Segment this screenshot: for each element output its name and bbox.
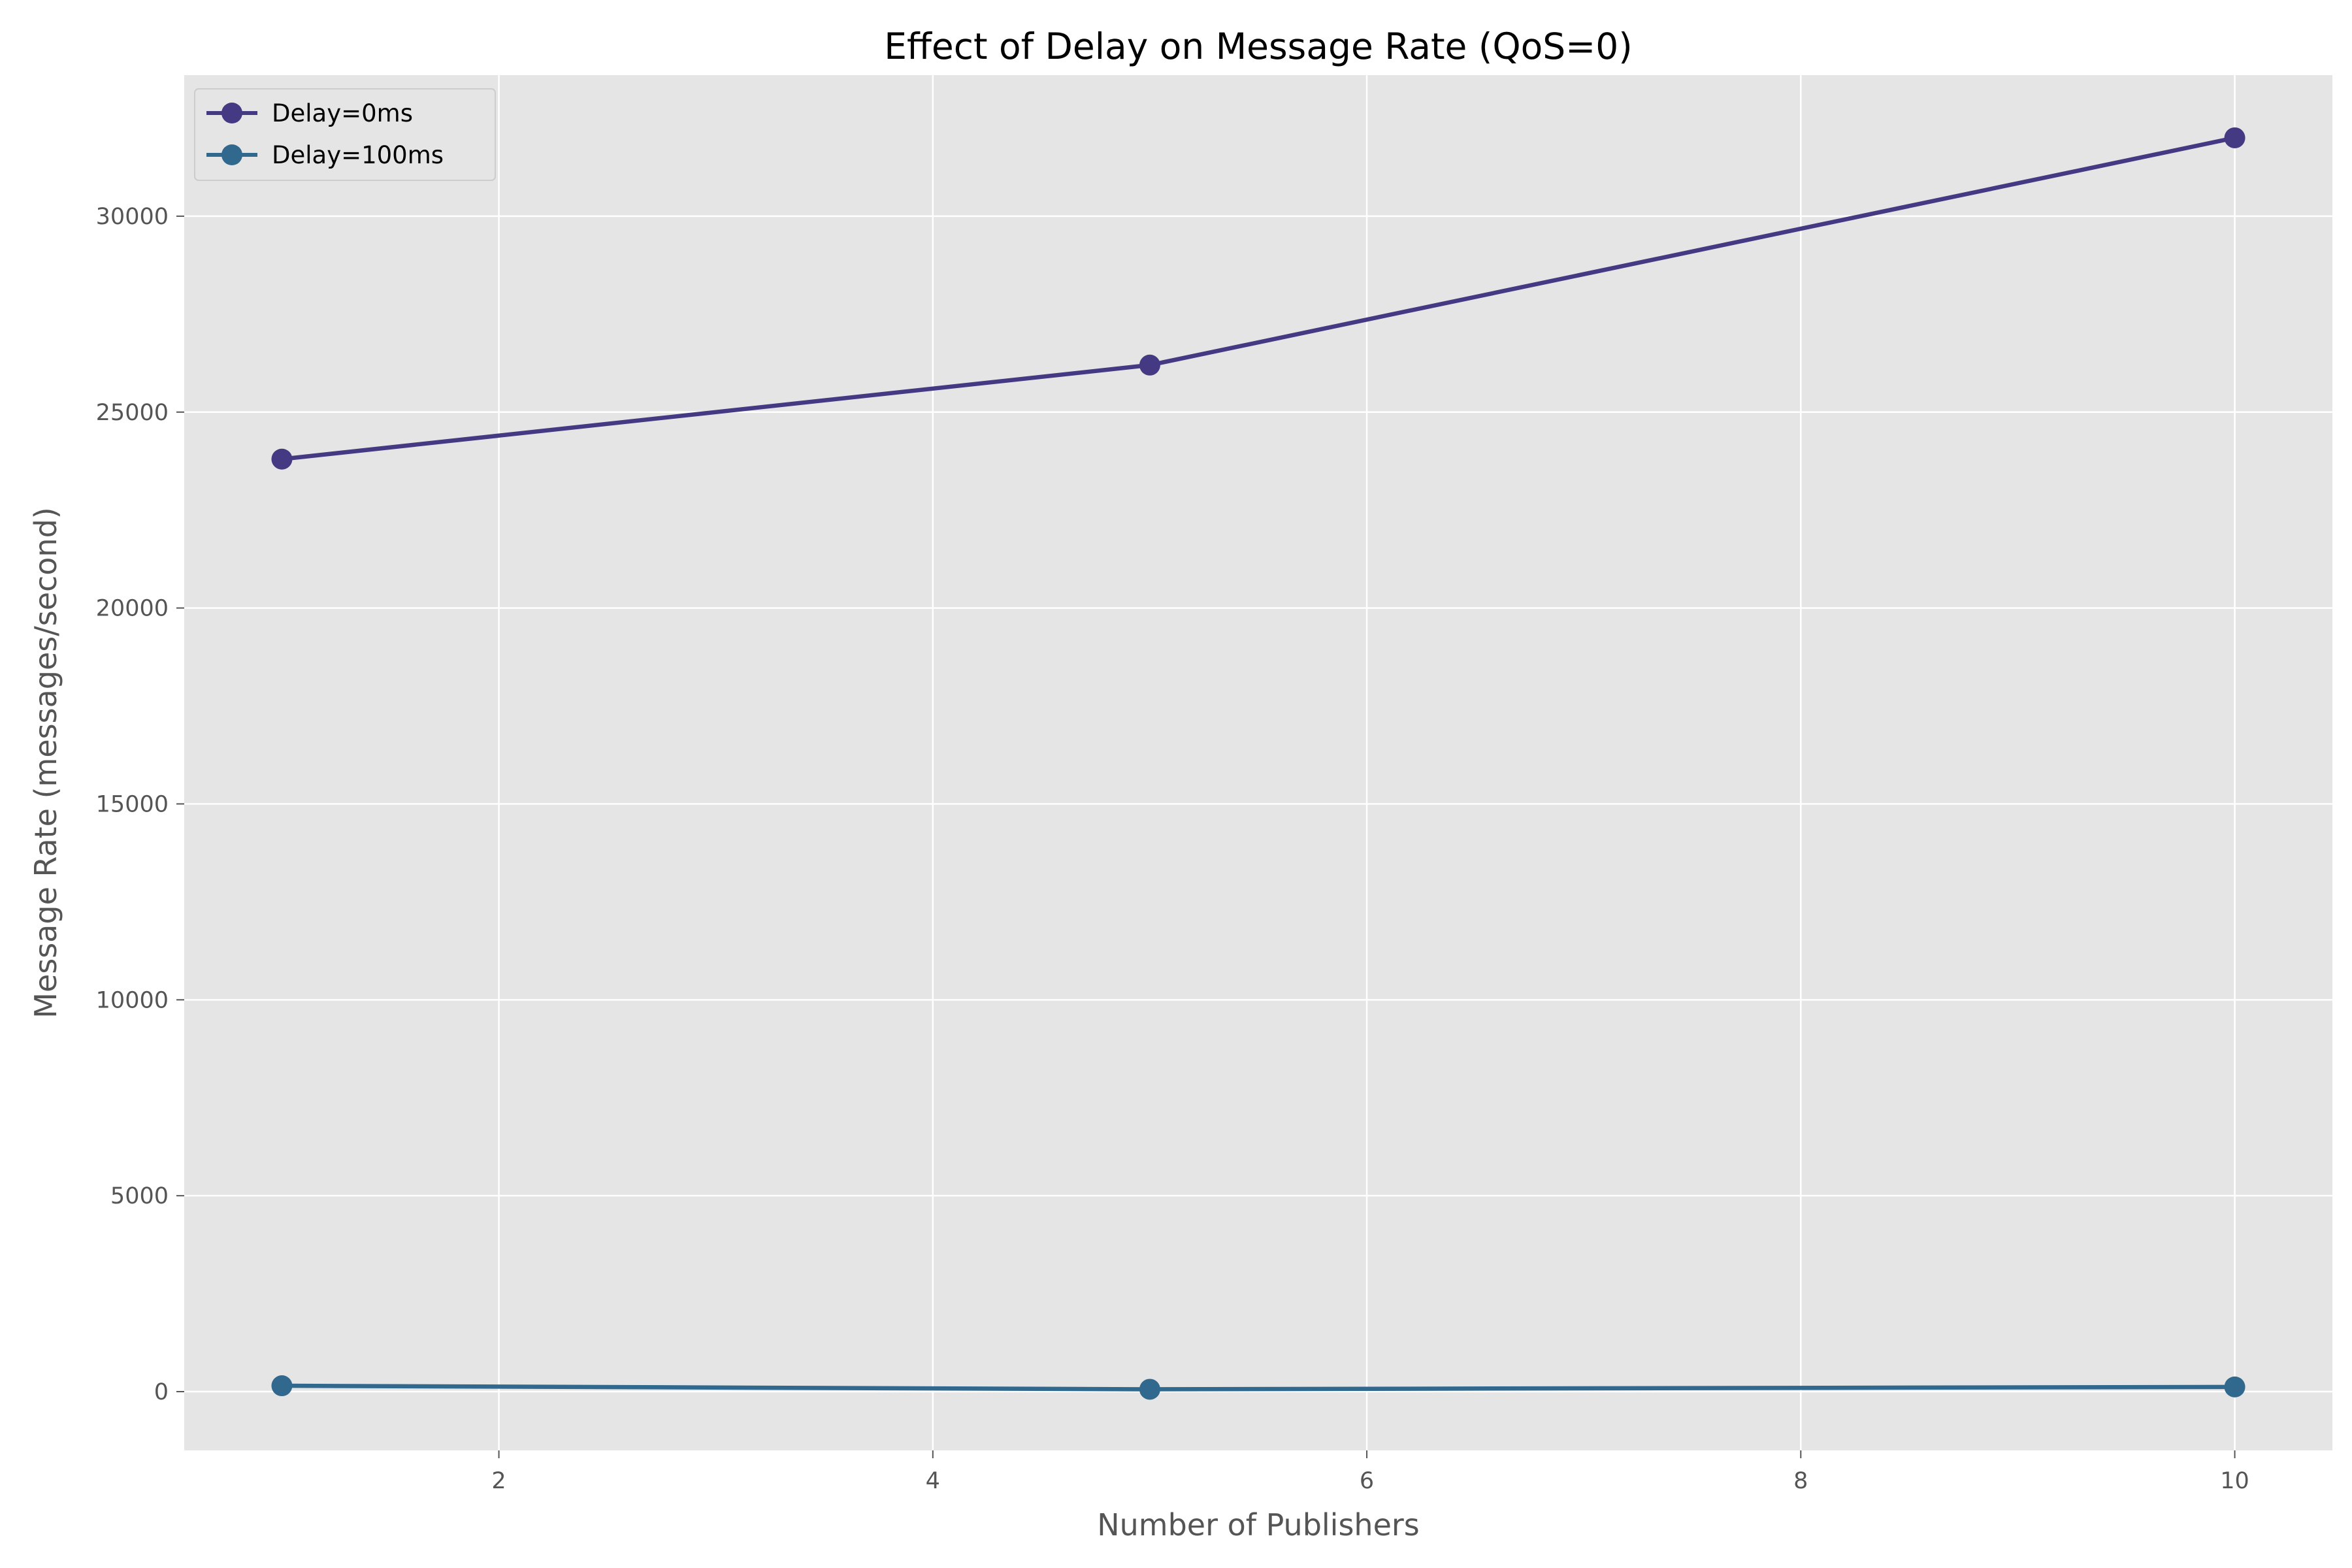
legend: Delay=0ms Delay=100ms [194, 88, 496, 181]
y-tick-label: 15000 [96, 791, 169, 817]
legend-box [194, 88, 496, 181]
plot-area [184, 75, 2332, 1450]
axis-ticks: 2 4 6 8 10 0 5000 10000 15000 20000 25000 30000 [96, 204, 2249, 1494]
legend-entry-delay-0ms: Delay=0ms [206, 99, 413, 127]
data-point-delay-0ms [2224, 127, 2246, 148]
x-axis-label: Number of Publishers [1097, 1507, 1420, 1543]
y-tick-label: 20000 [96, 596, 169, 622]
data-point-delay-0ms [271, 448, 293, 470]
y-tick-label: 25000 [96, 400, 169, 426]
grid-lines [184, 75, 2332, 1450]
legend-entry-delay-100ms: Delay=100ms [206, 141, 444, 169]
chart-title: Effect of Delay on Message Rate (QoS=0) [884, 25, 1632, 67]
y-tick-label: 10000 [96, 987, 169, 1013]
y-axis-label: Message Rate (messages/second) [28, 507, 63, 1018]
x-tick-label: 2 [491, 1468, 506, 1494]
y-tick-label: 5000 [110, 1183, 169, 1209]
x-tick-label: 4 [926, 1468, 940, 1494]
x-tick-label: 6 [1360, 1468, 1374, 1494]
series-delay-0ms [271, 127, 2246, 470]
legend-marker-delay-0ms [221, 103, 242, 123]
data-point-delay-0ms [1139, 354, 1160, 376]
data-point-delay-100ms [2224, 1376, 2246, 1397]
series-delay-100ms [271, 1375, 2246, 1400]
data-point-delay-100ms [271, 1375, 293, 1397]
y-tick-label: 30000 [96, 204, 169, 230]
x-tick-label: 10 [2220, 1468, 2249, 1494]
legend-marker-delay-100ms [221, 144, 242, 165]
legend-label-delay-100ms: Delay=100ms [272, 141, 444, 169]
y-tick-label: 0 [154, 1379, 169, 1405]
legend-label-delay-0ms: Delay=0ms [272, 99, 413, 127]
x-tick-label: 8 [1793, 1468, 1808, 1494]
series-layer [271, 127, 2246, 1400]
data-point-delay-100ms [1139, 1379, 1160, 1400]
